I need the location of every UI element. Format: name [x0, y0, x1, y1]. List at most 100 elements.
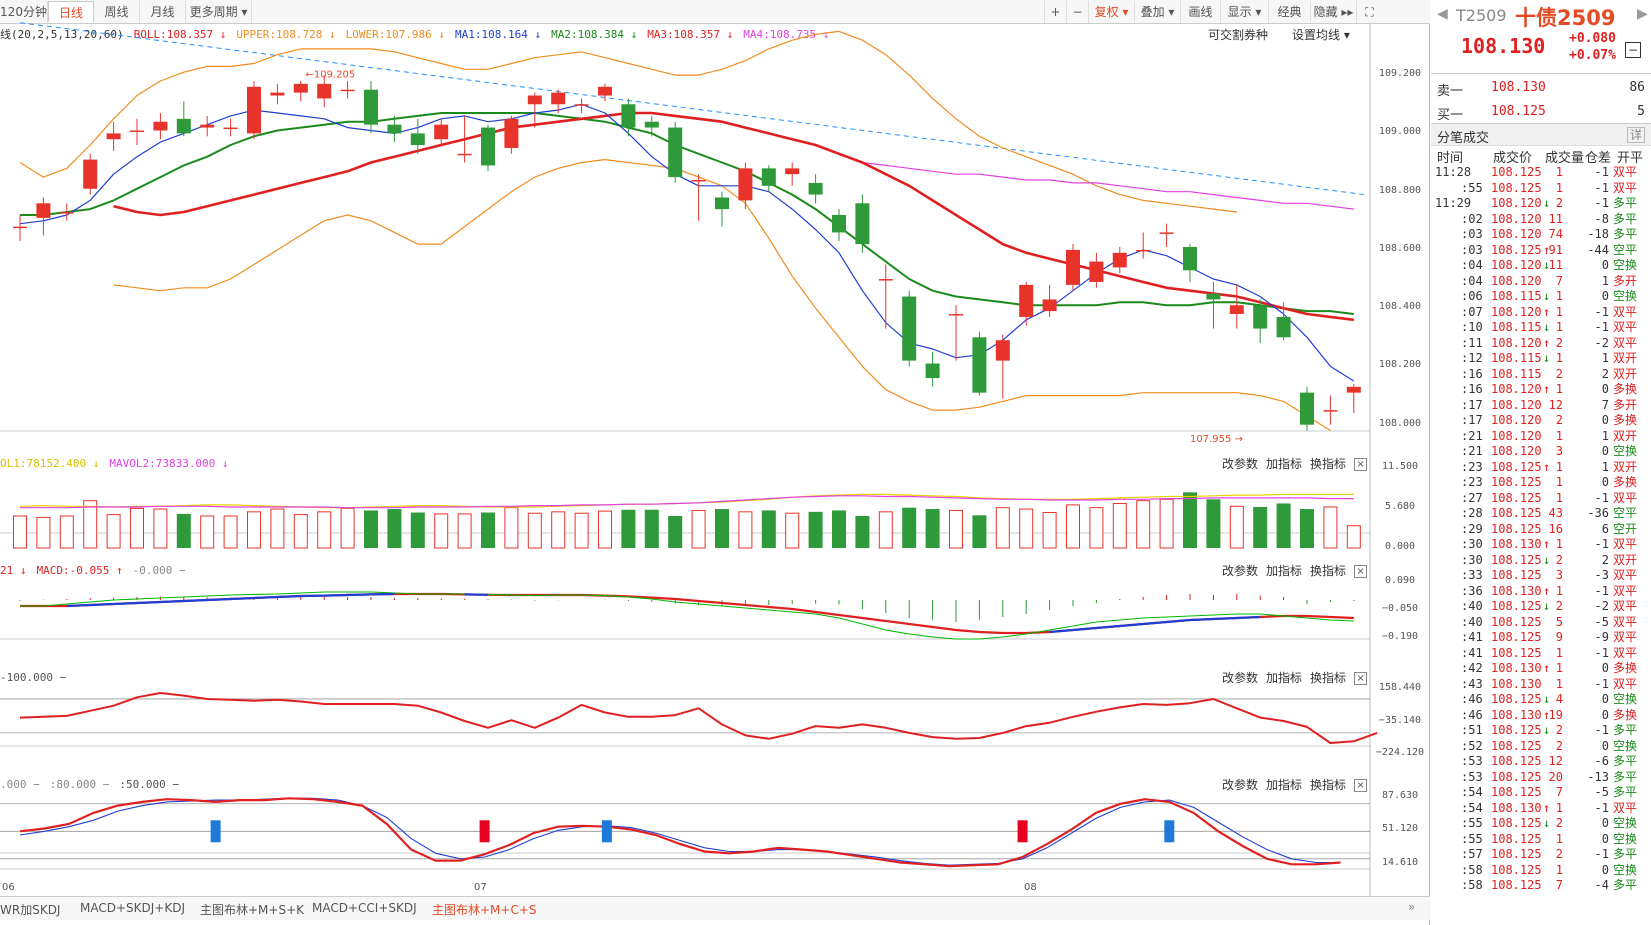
- change-param-button[interactable]: 改参数: [1222, 778, 1259, 792]
- change-param-button[interactable]: 改参数: [1222, 564, 1259, 578]
- candle-body: [153, 121, 168, 131]
- period-120min[interactable]: 120分钟: [0, 1, 48, 23]
- fullscreen-icon[interactable]: ⛶: [1356, 1, 1382, 23]
- change-param-button[interactable]: 改参数: [1222, 457, 1259, 471]
- overlay-button[interactable]: 叠加 ▾: [1134, 1, 1180, 23]
- change-param-button[interactable]: 改参数: [1222, 671, 1259, 685]
- zoom-out-button[interactable]: −: [1066, 1, 1088, 23]
- display-button[interactable]: 显示 ▾: [1220, 1, 1268, 23]
- macd-tick-label: 0.090: [1384, 575, 1416, 586]
- hide-button[interactable]: 隐藏 ▸▸: [1310, 1, 1356, 23]
- price-change-pct: +0.07%: [1569, 48, 1616, 63]
- tick-open-close: 双平: [1613, 676, 1638, 691]
- add-indicator-button[interactable]: 加指标: [1266, 457, 1303, 471]
- volume-bar: [855, 516, 870, 548]
- tab-boll-m-s-k[interactable]: 主图布林+M+S+K: [200, 903, 305, 917]
- add-indicator-button[interactable]: 加指标: [1266, 564, 1303, 578]
- set-ma-button[interactable]: 设置均线 ▾: [1292, 28, 1350, 42]
- tick-row: :33 108.125 3 -3 双平: [1431, 568, 1651, 583]
- tick-row: :28 108.125 43 -36 空平: [1431, 506, 1651, 521]
- detail-button[interactable]: 详: [1626, 127, 1645, 143]
- chart-canvas: ←109.205 107.955 →: [0, 22, 1378, 896]
- tab-boll-m-c-s[interactable]: 主图布林+M+C+S: [432, 903, 537, 917]
- indicator-value: 21 ↓: [0, 564, 27, 577]
- tick-volume: 2: [1555, 738, 1563, 753]
- tick-time: :30: [1461, 552, 1483, 567]
- tick-volume: 4: [1555, 692, 1563, 706]
- tick-row: :58 108.125 1 0 空换: [1431, 863, 1651, 878]
- macd-tick-label: −0.190: [1381, 631, 1419, 642]
- period-weekly[interactable]: 周线: [94, 1, 140, 23]
- zoom-in-button[interactable]: +: [1044, 1, 1066, 23]
- add-indicator-button[interactable]: 加指标: [1266, 671, 1303, 685]
- tick-oi-change: -1: [1594, 676, 1609, 691]
- add-indicator-button[interactable]: 加指标: [1266, 778, 1303, 792]
- tick-oi-change: 0: [1601, 444, 1609, 458]
- tick-row: :55 108.125 1 0 空换: [1431, 832, 1651, 847]
- tick-volume: 43: [1548, 506, 1563, 520]
- scroll-right-icon[interactable]: »: [1408, 900, 1416, 914]
- close-icon[interactable]: ×: [1354, 565, 1368, 578]
- close-icon[interactable]: ×: [1354, 672, 1368, 685]
- volume-bar: [1229, 505, 1244, 549]
- tick-direction-icon: ↓: [1543, 289, 1551, 303]
- next-contract-icon[interactable]: ▶: [1637, 6, 1648, 22]
- candle-body: [457, 153, 472, 156]
- tick-row: 11:28 108.125 1 -1 双平: [1431, 165, 1651, 180]
- tick-volume: 1: [1555, 537, 1563, 551]
- tab-wr-skdj[interactable]: WR加SKDJ: [0, 903, 61, 917]
- indicator-value: BOLL:108.357 ↓: [133, 28, 227, 41]
- tick-price: 108.120: [1491, 397, 1542, 412]
- tick-price: 108.125: [1491, 475, 1542, 489]
- tick-time: :10: [1461, 320, 1483, 334]
- indicator-value: OL1:78152.400 ↓: [0, 457, 100, 470]
- tick-oi-change: -18: [1587, 227, 1609, 241]
- tick-row: :17 108.120 12 7 多开: [1431, 398, 1651, 413]
- tab-macd-cci-skdj[interactable]: MACD+CCI+SKDJ: [312, 901, 417, 915]
- volume-bar: [1042, 512, 1057, 549]
- tick-oi-change: 2: [1601, 366, 1609, 381]
- tick-price: 108.115: [1491, 320, 1542, 334]
- tick-row: :03 108.120 74 -18 多平: [1431, 227, 1651, 242]
- deliverable-bonds-button[interactable]: 可交割券种: [1208, 28, 1269, 42]
- tick-row: :23 108.125 ↑ 1 1 双开: [1431, 460, 1651, 475]
- prev-contract-icon[interactable]: ◀: [1437, 6, 1448, 22]
- volume-bar: [130, 507, 144, 549]
- tick-price: 108.125: [1491, 831, 1542, 846]
- volume-bar: [878, 511, 893, 549]
- volume-bar: [668, 516, 683, 548]
- close-icon[interactable]: ×: [1354, 458, 1368, 471]
- period-daily[interactable]: 日线: [48, 1, 94, 23]
- close-icon[interactable]: ×: [1354, 779, 1368, 792]
- switch-indicator-button[interactable]: 换指标: [1310, 564, 1347, 578]
- adjust-button[interactable]: 复权 ▾: [1088, 1, 1134, 23]
- tick-open-close: 多平: [1613, 847, 1638, 861]
- tick-row: :43 108.130 1 -1 双平: [1431, 677, 1651, 692]
- tick-price: 108.125: [1491, 630, 1542, 644]
- tick-row: :42 108.130 ↑ 1 0 多换: [1431, 661, 1651, 676]
- col-open-close: 开平: [1617, 151, 1644, 166]
- classic-button[interactable]: 经典: [1268, 1, 1310, 23]
- tick-time: :16: [1461, 366, 1483, 381]
- tick-row: 11:29 108.120 ↓ 2 -1 多平: [1431, 196, 1651, 211]
- period-monthly[interactable]: 月线: [140, 1, 186, 23]
- tab-macd-skdj-kdj[interactable]: MACD+SKDJ+KDJ: [80, 901, 185, 915]
- tick-row: :40 108.125 ↓ 2 -2 双平: [1431, 599, 1651, 614]
- price-tick-label: 108.600: [1378, 242, 1422, 254]
- switch-indicator-button[interactable]: 换指标: [1310, 671, 1347, 685]
- indicator-value: MA3:108.357 ↓: [647, 28, 734, 41]
- kdj-panel-actions: 改参数 加指标 换指标 ×: [1214, 777, 1368, 793]
- tick-price: 108.125: [1491, 754, 1542, 768]
- tick-direction-icon: ↑: [1543, 382, 1551, 396]
- tick-volume: 16: [1548, 521, 1563, 536]
- collapse-icon[interactable]: −: [1625, 42, 1641, 58]
- switch-indicator-button[interactable]: 换指标: [1310, 778, 1347, 792]
- volume-bar: [1019, 508, 1034, 549]
- tick-volume: 7: [1555, 785, 1563, 799]
- period-more[interactable]: 更多周期 ▾: [186, 1, 252, 23]
- switch-indicator-button[interactable]: 换指标: [1310, 457, 1347, 471]
- tick-price: 108.125: [1491, 738, 1542, 753]
- draw-line-button[interactable]: 画线: [1180, 1, 1220, 23]
- tick-row: :21 108.120 1 1 双开: [1431, 429, 1651, 444]
- tick-volume: 1: [1555, 180, 1563, 195]
